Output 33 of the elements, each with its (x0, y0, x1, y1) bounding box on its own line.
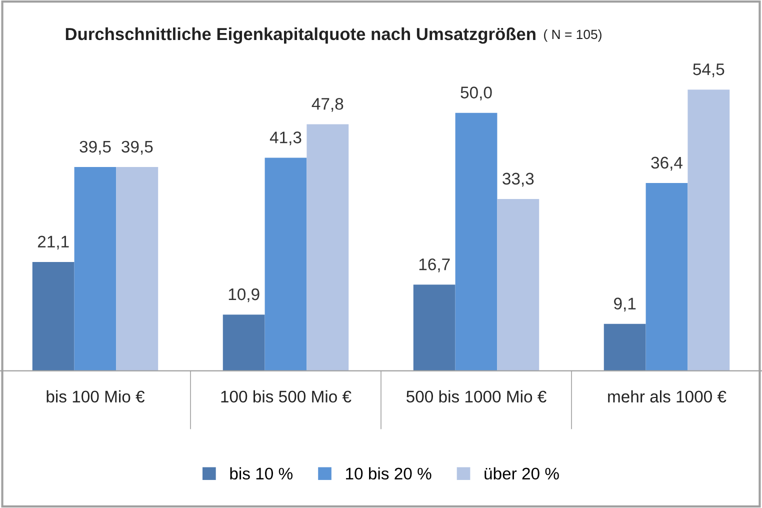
data-label: 16,7 (419, 258, 450, 272)
bar (413, 284, 456, 371)
data-label: 54,5 (693, 64, 724, 78)
bar (74, 167, 116, 371)
bar (497, 199, 540, 371)
bar (455, 112, 498, 371)
data-label: 50,0 (460, 86, 492, 100)
data-label: 36,4 (651, 156, 682, 171)
data-label: 9,1 (614, 298, 636, 312)
data-label: 33,3 (502, 172, 534, 187)
legend-label: über 20 % (484, 467, 559, 480)
x-tick-label: bis 100 Mio € (46, 390, 145, 403)
x-tick-label: 100 bis 500 Mio € (221, 390, 352, 403)
data-label: 39,5 (122, 140, 153, 155)
x-tick-label: 500 bis 1000 Mio € (406, 390, 546, 403)
bar (32, 262, 74, 371)
bar (222, 314, 265, 371)
bar (604, 324, 646, 371)
legend-label: 10 bis 20 % (346, 467, 432, 480)
data-label: 21,1 (38, 236, 69, 250)
bar (264, 158, 307, 371)
data-label: 41,3 (270, 132, 302, 146)
data-label: 10,9 (228, 288, 260, 302)
legend-label: bis 10 % (230, 467, 293, 480)
bar (306, 124, 349, 371)
data-label: 47,8 (312, 98, 344, 112)
bar (688, 90, 730, 371)
chart-subtitle: ( N = 105) (544, 29, 602, 42)
chart-title: Durchschnittliche Eigenkapitalquote nach Umsatzgrößen (66, 27, 536, 44)
bar (646, 183, 688, 371)
data-label: 39,5 (80, 140, 111, 155)
x-tick-label: mehr als 1000 € (608, 390, 726, 403)
bar (116, 167, 158, 371)
